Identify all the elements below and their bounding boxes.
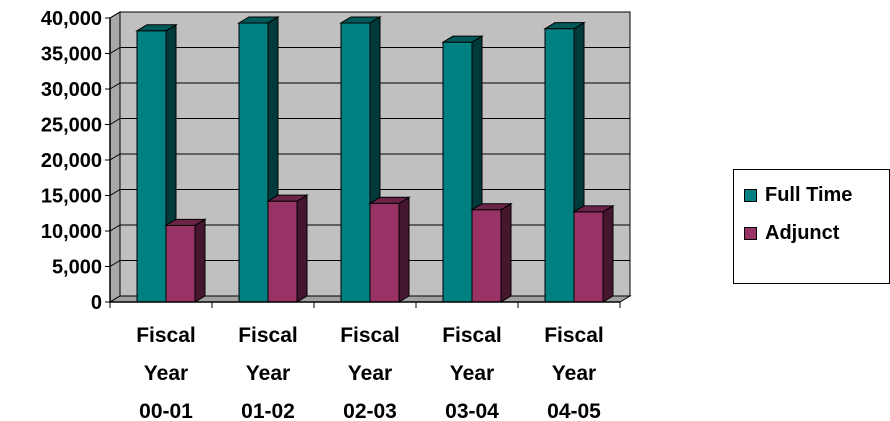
bar-front: [238, 22, 269, 303]
bar-top: [237, 16, 280, 24]
bar-adjunct: [368, 196, 411, 303]
bar-front: [340, 22, 371, 303]
bar-front: [369, 202, 400, 303]
y-tick-label: 25,000: [41, 115, 102, 137]
gridline: [109, 11, 630, 19]
x-category-label: Fiscal: [442, 324, 502, 347]
x-category-label: 02-03: [343, 400, 397, 421]
y-tick-label: 10,000: [41, 221, 102, 243]
bar-top: [368, 196, 411, 204]
bar-side: [398, 196, 410, 303]
x-category-label: 00-01: [139, 400, 193, 421]
x-axis-ticks: Fiscal Year 00-01 Fiscal Year 01-02 Fiscal Year…: [109, 302, 621, 421]
bar-front: [573, 211, 604, 303]
bar-top: [164, 218, 207, 226]
y-tick-label: 30,000: [41, 79, 102, 101]
x-category-label: 03-04: [445, 400, 499, 421]
x-category-label: 01-02: [241, 400, 295, 421]
x-category-label: Fiscal: [544, 324, 604, 347]
y-tick-label: 20,000: [41, 150, 102, 172]
y-tick-label: 5,000: [52, 257, 102, 279]
x-category-label: Fiscal: [136, 324, 196, 347]
legend: Full Time Adjunct: [733, 169, 890, 284]
x-category-label: Year: [246, 362, 290, 385]
bar-side: [602, 204, 614, 303]
bars: [135, 16, 615, 303]
bar-adjunct: [470, 202, 513, 303]
y-tick-label: 15,000: [41, 186, 102, 208]
legend-item-full-time: Full Time: [744, 184, 852, 207]
x-category-label: 04-05: [547, 400, 601, 421]
legend-label-full-time: Full Time: [765, 184, 853, 206]
bar-adjunct: [572, 204, 615, 303]
x-category-label: Year: [144, 362, 188, 385]
bar-front: [136, 30, 167, 303]
x-category-label: Fiscal: [238, 324, 298, 347]
bar-side: [296, 194, 308, 303]
bar-top: [543, 22, 586, 30]
x-category-label: Year: [552, 362, 596, 385]
bar-top: [135, 24, 178, 32]
bar-top: [339, 16, 382, 24]
y-tick-label: 35,000: [41, 44, 102, 66]
legend-item-adjunct: Adjunct: [744, 222, 839, 245]
bar-front: [267, 200, 298, 303]
x-category-label: Year: [348, 362, 392, 385]
bar-adjunct: [266, 194, 309, 303]
bar-side: [194, 218, 206, 303]
legend-swatch-adjunct: [744, 227, 757, 240]
legend-swatch-full-time: [744, 189, 757, 202]
bar-front: [471, 209, 502, 303]
bar-top: [441, 35, 484, 43]
y-axis-ticks: 0 5,000 10,000 15,000 20,000 25,000 30,000 35,0…: [41, 8, 110, 314]
bar-front: [165, 224, 196, 303]
bar-top: [266, 194, 309, 202]
bar-top: [572, 205, 615, 213]
y-tick-label: 0: [91, 292, 102, 314]
legend-label-adjunct: Adjunct: [765, 222, 840, 244]
bar-front: [544, 28, 575, 303]
bar-side: [500, 202, 512, 303]
x-category-label: Fiscal: [340, 324, 400, 347]
bar-front: [442, 41, 473, 303]
y-tick-label: 40,000: [41, 8, 102, 30]
bar-adjunct: [164, 218, 207, 303]
x-category-label: Year: [450, 362, 494, 385]
bar-top: [470, 203, 513, 211]
